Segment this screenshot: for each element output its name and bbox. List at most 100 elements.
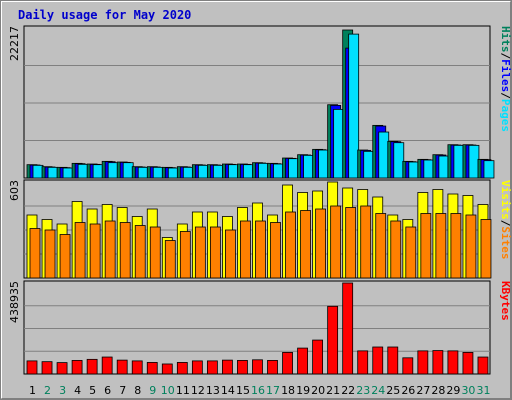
panel-bottom-ymax-label: 438935 [8, 281, 21, 323]
bar-kbytes-day-5 [86, 358, 98, 375]
bar-kbytes-day-19 [297, 347, 308, 375]
bar-pages-day-30 [468, 144, 480, 179]
bar-kbytes-day-8 [131, 360, 143, 375]
bar-kbytes-day-3 [56, 362, 68, 375]
x-tick-label-3: 3 [59, 384, 66, 397]
bar-kbytes-day-27 [417, 350, 429, 375]
legend-item: Sites [499, 226, 512, 259]
bar-pages-day-22 [348, 33, 360, 179]
x-tick-label-30: 30 [461, 384, 475, 397]
x-tick-label-16: 16 [251, 384, 265, 397]
bar-pages-day-18 [288, 158, 299, 179]
bar-pages-day-25 [393, 142, 405, 179]
bar-kbytes-day-15 [237, 360, 248, 375]
bar-sites-day-22 [345, 207, 357, 279]
x-tick-label-27: 27 [416, 384, 430, 397]
bar-sites-day-16 [255, 220, 266, 279]
bar-kbytes-day-18 [282, 352, 293, 375]
x-tick-label-17: 17 [266, 384, 280, 397]
bar-sites-day-25 [390, 220, 402, 279]
bar-kbytes-day-16 [252, 359, 263, 375]
panel-middle-legend: Visits/Sites [499, 180, 512, 260]
bar-sites-day-10 [164, 240, 176, 279]
x-tick-label-8: 8 [134, 384, 141, 397]
bar-kbytes-day-9 [146, 362, 158, 375]
x-axis: 1 2 3 4 5 6 7 8 9 10 11 12 13 14 15 16 17 18 19 20 21 22 23 24 2… [29, 384, 490, 397]
x-tick-label-25: 25 [386, 384, 400, 397]
bar-kbytes-day-23 [357, 350, 369, 375]
panel-top: 22217 Hits/Files/Pages [8, 25, 512, 179]
bar-sites-day-31 [480, 219, 492, 279]
bar-kbytes-day-13 [206, 360, 218, 375]
legend-item: Visits [499, 180, 512, 220]
x-tick-label-26: 26 [401, 384, 415, 397]
bar-kbytes-day-24 [372, 346, 384, 375]
bar-pages-day-11 [182, 166, 194, 179]
x-tick-label-12: 12 [191, 384, 205, 397]
bar-sites-day-2 [44, 229, 56, 279]
bar-sites-day-13 [209, 226, 221, 279]
bar-pages-day-9 [152, 166, 164, 179]
x-tick-label-2: 2 [44, 384, 51, 397]
bar-sites-day-6 [104, 220, 116, 279]
x-tick-label-22: 22 [341, 384, 355, 397]
panel-top-ymax-label: 22217 [8, 26, 21, 61]
bar-sites-day-26 [405, 226, 417, 279]
legend-item: Pages [499, 99, 512, 132]
bar-pages-day-10 [167, 167, 179, 179]
x-tick-label-15: 15 [236, 384, 250, 397]
bar-sites-day-24 [375, 213, 387, 279]
bar-sites-day-15 [240, 220, 251, 279]
bar-sites-day-11 [179, 231, 191, 279]
bar-pages-day-14 [228, 164, 239, 179]
bar-kbytes-day-2 [41, 361, 53, 375]
panel-middle-ymax-label: 603 [8, 180, 21, 201]
bar-sites-day-29 [450, 213, 462, 279]
bar-pages-day-15 [243, 164, 254, 179]
bar-kbytes-day-6 [101, 356, 113, 375]
panel-middle: 603 Visits/Sites [8, 179, 512, 279]
bar-kbytes-day-1 [26, 360, 38, 375]
x-tick-label-1: 1 [29, 384, 36, 397]
bar-sites-day-4 [74, 222, 86, 279]
x-tick-label-11: 11 [176, 384, 190, 397]
panel-top-background [23, 25, 491, 179]
bar-kbytes-day-4 [71, 360, 83, 375]
panel-bottom: 438935 KBytes [8, 280, 512, 375]
bar-pages-day-27 [423, 159, 435, 179]
x-tick-label-24: 24 [371, 384, 385, 397]
bar-kbytes-day-21 [327, 305, 339, 375]
bar-sites-day-21 [330, 205, 342, 279]
bar-sites-day-12 [194, 226, 206, 279]
bar-kbytes-day-11 [176, 362, 188, 375]
bar-sites-day-30 [465, 214, 477, 279]
legend-item: Files [499, 59, 512, 92]
legend-item: / [499, 92, 512, 99]
bar-sites-day-18 [285, 211, 296, 279]
bar-pages-day-16 [258, 162, 269, 179]
bar-sites-day-27 [420, 213, 432, 279]
panel-bottom-legend: KBytes [499, 281, 512, 321]
bar-sites-day-9 [149, 226, 161, 279]
bar-pages-day-12 [197, 164, 209, 179]
bar-sites-day-20 [315, 208, 327, 279]
bar-pages-day-13 [212, 164, 224, 179]
bar-pages-day-2 [47, 166, 59, 179]
bar-sites-day-3 [59, 234, 71, 279]
bar-pages-day-20 [318, 149, 330, 179]
bar-pages-day-19 [303, 154, 314, 179]
bar-pages-day-21 [333, 108, 345, 179]
bar-pages-day-24 [378, 131, 390, 179]
bar-sites-day-28 [435, 213, 447, 279]
x-tick-label-23: 23 [356, 384, 370, 397]
x-tick-label-13: 13 [206, 384, 220, 397]
bar-pages-day-31 [483, 160, 495, 179]
bar-pages-day-3 [62, 167, 74, 179]
bar-sites-day-7 [119, 222, 131, 279]
bar-kbytes-day-25 [387, 346, 399, 375]
bar-pages-day-5 [92, 164, 104, 179]
legend-item: / [499, 220, 512, 227]
